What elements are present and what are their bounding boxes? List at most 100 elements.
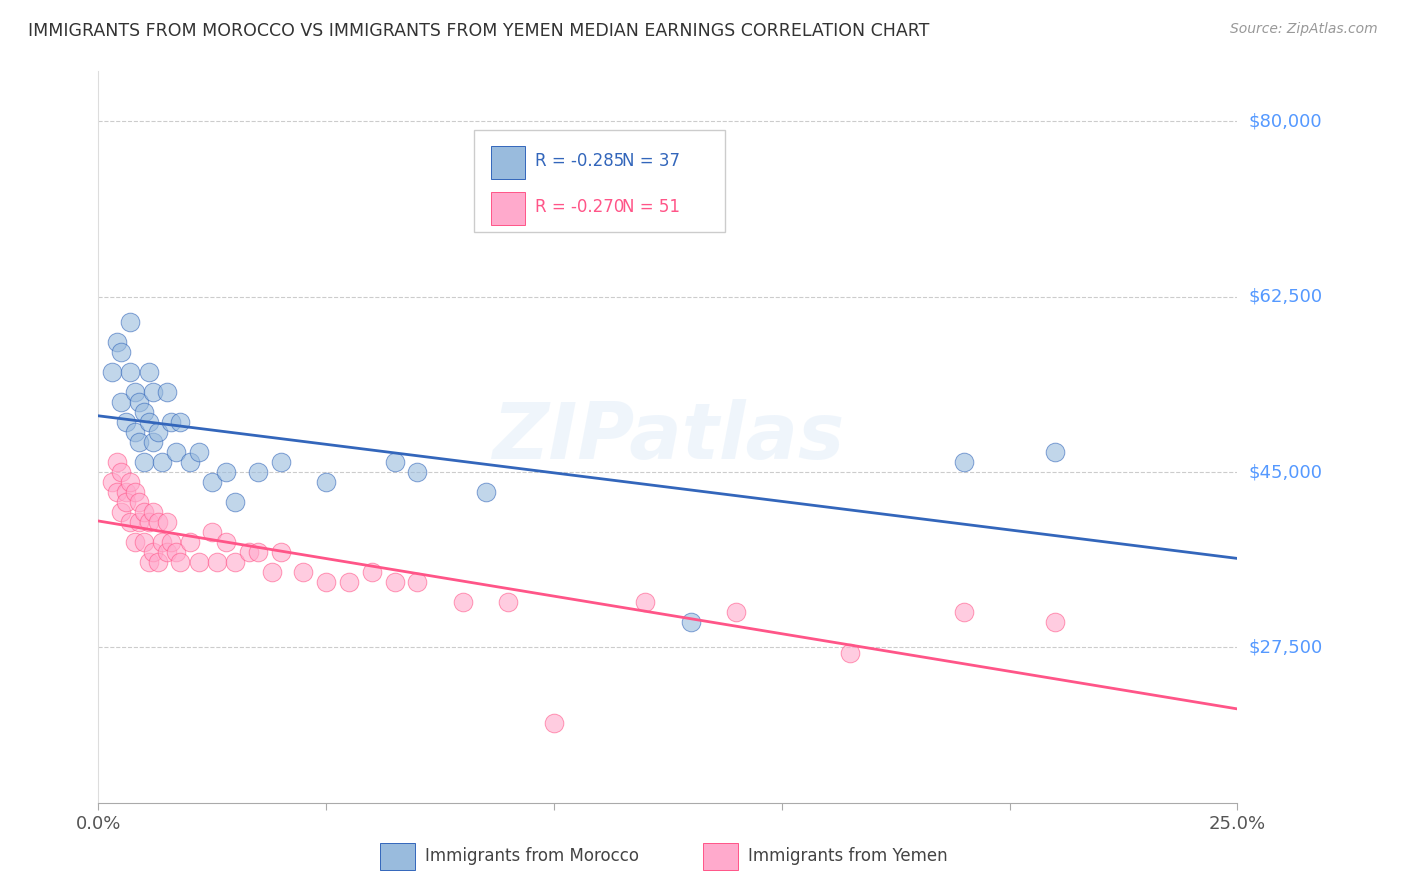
Point	[110, 505, 132, 519]
Point	[120, 515, 142, 529]
Point	[160, 535, 183, 549]
Point	[156, 384, 179, 399]
Point	[201, 525, 224, 540]
Point	[132, 405, 155, 419]
Point	[101, 475, 124, 490]
Point	[120, 365, 142, 379]
Point	[105, 334, 128, 349]
Point	[215, 535, 238, 549]
FancyBboxPatch shape	[474, 130, 725, 232]
Text: N = 37: N = 37	[623, 152, 681, 169]
Text: Immigrants from Morocco: Immigrants from Morocco	[425, 847, 638, 865]
Point	[384, 575, 406, 590]
Point	[138, 555, 160, 569]
Text: Source: ZipAtlas.com: Source: ZipAtlas.com	[1230, 22, 1378, 37]
Point	[169, 415, 191, 429]
Point	[1043, 445, 1066, 459]
Point	[142, 435, 165, 450]
Point	[725, 606, 748, 620]
Point	[187, 445, 209, 459]
Point	[128, 495, 150, 509]
Point	[128, 515, 150, 529]
Point	[224, 555, 246, 569]
Point	[315, 575, 337, 590]
Point	[1043, 615, 1066, 630]
FancyBboxPatch shape	[491, 146, 526, 179]
Point	[238, 545, 260, 559]
Text: N = 51: N = 51	[623, 198, 681, 216]
Point	[679, 615, 702, 630]
Point	[839, 646, 862, 660]
Point	[150, 455, 173, 469]
Point	[132, 535, 155, 549]
Point	[451, 595, 474, 609]
Point	[498, 595, 520, 609]
Point	[124, 425, 146, 439]
Point	[101, 365, 124, 379]
Point	[165, 445, 187, 459]
Point	[110, 465, 132, 479]
Point	[142, 384, 165, 399]
Point	[179, 455, 201, 469]
Text: $80,000: $80,000	[1249, 112, 1322, 130]
Point	[205, 555, 228, 569]
Point	[474, 485, 496, 500]
Point	[270, 545, 292, 559]
Text: IMMIGRANTS FROM MOROCCO VS IMMIGRANTS FROM YEMEN MEDIAN EARNINGS CORRELATION CHA: IMMIGRANTS FROM MOROCCO VS IMMIGRANTS FR…	[28, 22, 929, 40]
Point	[114, 485, 136, 500]
Point	[156, 515, 179, 529]
Point	[292, 566, 315, 580]
Point	[105, 455, 128, 469]
Point	[128, 395, 150, 409]
Text: Immigrants from Yemen: Immigrants from Yemen	[748, 847, 948, 865]
Point	[114, 415, 136, 429]
Point	[128, 435, 150, 450]
Point	[110, 345, 132, 359]
Point	[110, 395, 132, 409]
Point	[142, 505, 165, 519]
Text: $45,000: $45,000	[1249, 463, 1323, 481]
Point	[169, 555, 191, 569]
Point	[150, 535, 173, 549]
Point	[634, 595, 657, 609]
Text: ZIPatlas: ZIPatlas	[492, 399, 844, 475]
Point	[142, 545, 165, 559]
Point	[165, 545, 187, 559]
Point	[138, 415, 160, 429]
Text: R = -0.270: R = -0.270	[534, 198, 624, 216]
Point	[953, 606, 976, 620]
Point	[124, 485, 146, 500]
Point	[114, 495, 136, 509]
Point	[337, 575, 360, 590]
Point	[201, 475, 224, 490]
Point	[543, 715, 565, 730]
Point	[187, 555, 209, 569]
Point	[215, 465, 238, 479]
Point	[953, 455, 976, 469]
Point	[124, 535, 146, 549]
Point	[120, 475, 142, 490]
Point	[246, 545, 269, 559]
Point	[384, 455, 406, 469]
Point	[179, 535, 201, 549]
Point	[146, 515, 169, 529]
FancyBboxPatch shape	[491, 192, 526, 225]
Point	[132, 455, 155, 469]
Point	[270, 455, 292, 469]
Point	[138, 365, 160, 379]
Point	[406, 575, 429, 590]
Point	[315, 475, 337, 490]
Point	[224, 495, 246, 509]
Text: $27,500: $27,500	[1249, 639, 1323, 657]
Point	[156, 545, 179, 559]
Point	[105, 485, 128, 500]
Point	[260, 566, 283, 580]
Point	[406, 465, 429, 479]
Point	[146, 555, 169, 569]
Point	[124, 384, 146, 399]
Point	[160, 415, 183, 429]
Point	[120, 315, 142, 329]
Point	[138, 515, 160, 529]
Point	[360, 566, 382, 580]
Point	[132, 505, 155, 519]
